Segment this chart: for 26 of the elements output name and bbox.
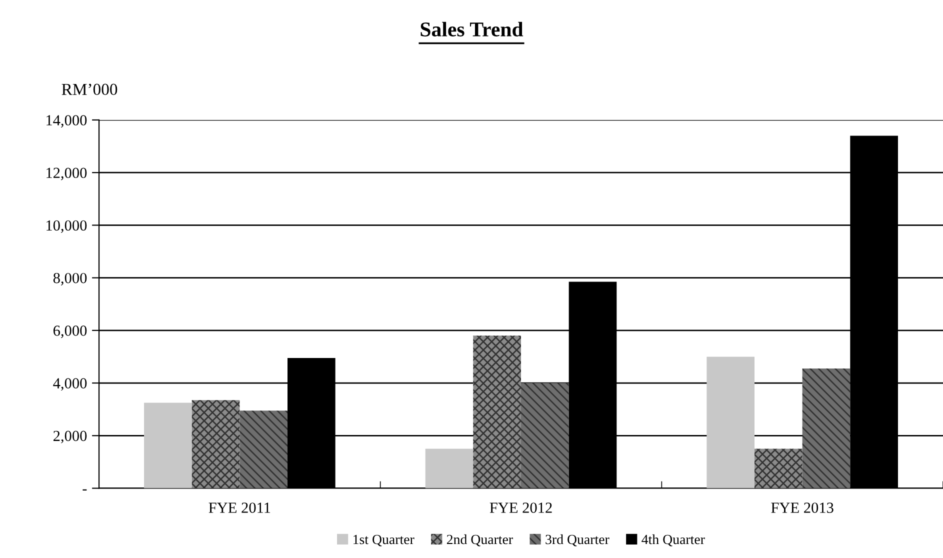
y-tick-label: 12,000 [46,168,87,180]
bar [473,336,522,488]
legend-label: 3rd Quarter [546,534,610,546]
bar [192,400,240,488]
y-tick-label: 2,000 [54,430,87,444]
bar [754,448,802,488]
y-tick-label: 4,000 [53,378,87,391]
bar [521,383,569,488]
y-tick-label: 6,000 [53,326,87,338]
bar [706,356,755,488]
y-tick-label: 14,000 [46,115,87,128]
bar [240,410,288,488]
bar [144,402,192,488]
y-tick-label: 8,000 [53,272,87,286]
y-axis-title: RM’000 [62,84,118,96]
bar [425,448,474,488]
chart-title: Sales Trend [420,22,524,36]
x-tick-label: FYE 2012 [490,502,552,513]
y-tick-label: 10,000 [46,220,87,233]
legend-label: 1st Quarter [354,534,414,546]
legend-label: 2nd Quarter [446,534,513,546]
y-tick-label: - [82,489,87,491]
legend-label: 4th Quarter [642,534,705,546]
x-tick-label: FYE 2013 [771,502,834,513]
x-tick-label: FYE 2011 [208,502,270,513]
bar [802,368,850,488]
